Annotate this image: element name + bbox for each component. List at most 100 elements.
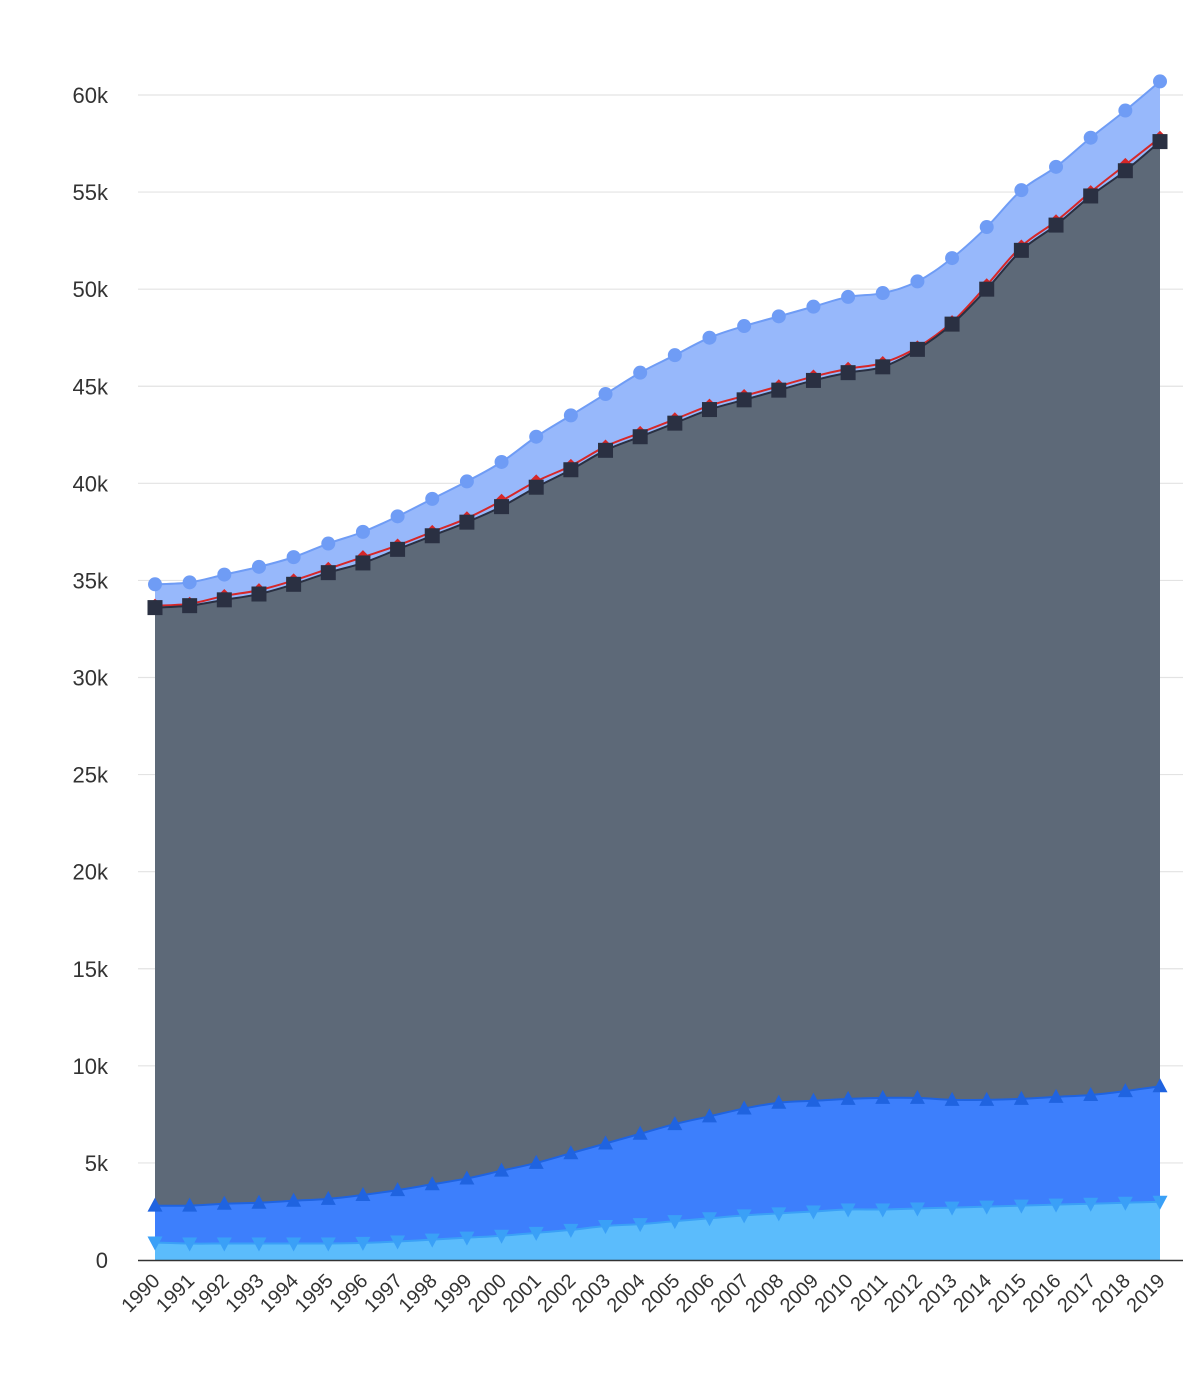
data-point (1013, 242, 1029, 258)
data-point (494, 1229, 510, 1244)
data-point (321, 536, 336, 551)
data-point (216, 1195, 232, 1210)
data-point (216, 1237, 232, 1252)
x-tick-label: 1992 (187, 1270, 234, 1317)
data-point (182, 598, 198, 614)
data-point (528, 1226, 544, 1241)
y-axis: 0 5k 10k 15k 20k 25k 30k 35k 40k 45k 50k 55k 60k (73, 83, 109, 1273)
data-point (286, 1192, 302, 1207)
data-point (875, 286, 890, 301)
data-point (979, 1091, 995, 1106)
data-point (286, 576, 302, 592)
data-point (425, 491, 440, 506)
data-point (390, 1182, 406, 1197)
x-tick-label: 1997 (360, 1270, 407, 1317)
data-point (701, 402, 717, 418)
data-point (979, 1200, 995, 1215)
data-point (320, 1190, 336, 1205)
x-tick-label: 2007 (707, 1270, 754, 1317)
data-point (1083, 188, 1099, 204)
data-point (390, 541, 406, 557)
x-tick-label: 1990 (118, 1270, 165, 1317)
y-tick-label: 25k (73, 763, 109, 788)
data-point (355, 1236, 371, 1251)
series-area-2 (155, 141, 1160, 1261)
data-point (771, 382, 787, 398)
data-point (1117, 1196, 1133, 1211)
series-markers-triangle-up (147, 1078, 1168, 1212)
data-point (667, 415, 683, 431)
data-point (459, 514, 475, 530)
data-point (598, 1135, 614, 1150)
y-tick-label: 45k (73, 374, 109, 399)
data-point (736, 1209, 752, 1224)
data-point (944, 316, 960, 332)
x-tick-label: 2018 (1088, 1270, 1135, 1317)
data-point (1152, 1195, 1168, 1210)
x-tick-label: 2013 (915, 1270, 962, 1317)
data-point (528, 479, 544, 495)
data-point (1048, 217, 1064, 233)
data-point (217, 567, 232, 582)
data-point (355, 1186, 371, 1201)
data-point (1014, 183, 1029, 198)
series-area-4 (155, 1201, 1160, 1260)
y-tick-label: 15k (73, 957, 109, 982)
data-point (1117, 163, 1133, 179)
data-point (494, 1162, 510, 1177)
data-point (737, 319, 752, 334)
data-point (494, 454, 509, 469)
y-tick-label: 0 (96, 1248, 108, 1273)
data-point (147, 1236, 163, 1251)
data-point (736, 1100, 752, 1115)
data-point (702, 330, 717, 345)
data-point (390, 1235, 406, 1250)
data-point (251, 1237, 267, 1252)
data-point (182, 575, 197, 590)
data-point (148, 577, 162, 592)
data-point (494, 499, 510, 515)
y-tick-label: 20k (73, 860, 109, 885)
x-tick-label: 2002 (533, 1270, 580, 1317)
data-point (563, 1145, 579, 1160)
data-point (945, 251, 960, 266)
x-tick-label: 2011 (846, 1270, 892, 1316)
data-point (1048, 1088, 1064, 1103)
data-point (251, 1194, 267, 1209)
data-point (598, 442, 614, 458)
data-point (598, 387, 613, 402)
data-point (1083, 1197, 1099, 1212)
data-point (1013, 1199, 1029, 1214)
data-point (251, 586, 267, 602)
data-point (320, 1237, 336, 1252)
data-point (147, 600, 163, 616)
x-tick-label: 1996 (325, 1270, 372, 1317)
data-point (424, 1233, 440, 1248)
data-point (286, 1237, 302, 1252)
data-point (1083, 130, 1098, 145)
x-tick-label: 2005 (637, 1270, 684, 1317)
x-tick-label: 2003 (568, 1270, 615, 1317)
data-point (1048, 1198, 1064, 1213)
y-tick-label: 5k (85, 1151, 109, 1176)
data-point (1049, 159, 1064, 174)
y-tick-label: 35k (73, 568, 109, 593)
data-point (771, 1207, 787, 1222)
data-point (424, 1176, 440, 1191)
y-tick-label: 55k (73, 180, 109, 205)
data-point (667, 1215, 683, 1230)
x-tick-label: 2016 (1019, 1270, 1066, 1317)
series-markers-circle (148, 74, 1167, 592)
data-point (147, 1197, 163, 1212)
data-point (320, 565, 336, 581)
data-point (459, 1231, 475, 1246)
data-point (979, 220, 994, 235)
y-tick-label: 10k (73, 1054, 109, 1079)
data-point (1117, 1083, 1133, 1098)
series-areas (155, 81, 1160, 1261)
data-point (667, 1116, 683, 1131)
data-point (771, 309, 786, 324)
x-tick-label: 2014 (949, 1270, 996, 1317)
x-tick-label: 2008 (741, 1270, 788, 1317)
